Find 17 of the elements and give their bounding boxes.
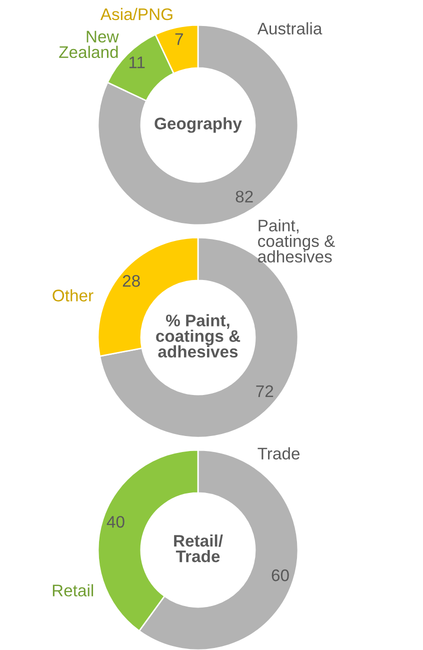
data-label: 28 xyxy=(122,275,140,287)
data-label: 11 xyxy=(129,56,145,68)
slice-label: Asia/PNG xyxy=(100,8,172,20)
text: Retail/ Trade xyxy=(174,534,223,562)
slice-label: Retail xyxy=(52,584,94,596)
data-label: 72 xyxy=(256,385,274,397)
data-label: 7 xyxy=(175,33,183,45)
data-label: 60 xyxy=(272,569,289,582)
text: % Paint, coatings & adhesives xyxy=(156,314,240,358)
data-label: 82 xyxy=(236,190,253,203)
data-label: 40 xyxy=(106,516,124,528)
slice-label: Australia xyxy=(257,22,322,34)
slice-label: New Zealand xyxy=(59,30,119,58)
text: Geography xyxy=(154,117,242,133)
slice-label: Other xyxy=(52,289,94,302)
slice-label: Paint, coatings & adhesives xyxy=(258,219,335,263)
slice-label: Trade xyxy=(258,447,300,460)
